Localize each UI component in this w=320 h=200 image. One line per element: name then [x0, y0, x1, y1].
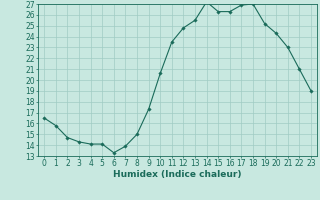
X-axis label: Humidex (Indice chaleur): Humidex (Indice chaleur) — [113, 170, 242, 179]
